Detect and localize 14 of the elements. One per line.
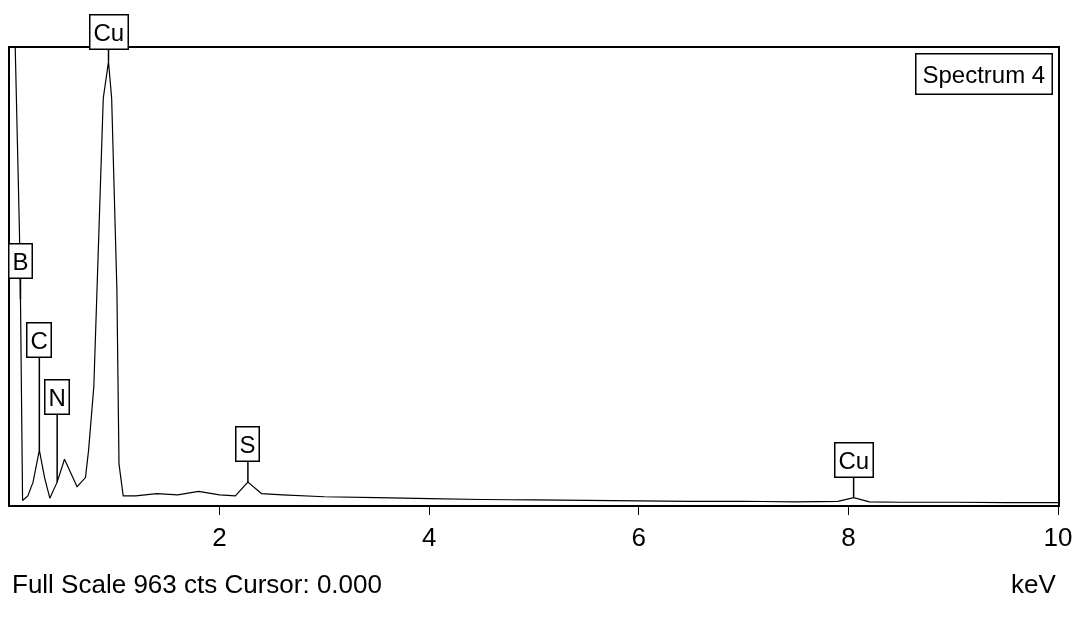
x-tick-label: 4 [421,522,437,553]
annotation: Cu [838,446,870,474]
text: Full Scale 963 cts Cursor: 0.000 [12,569,382,599]
x-tick-label: 2 [212,522,227,553]
annotation: B [12,247,29,275]
annotation: S [239,430,256,458]
x-axis-title: keV [1011,569,1057,599]
annotation: Cu [93,18,125,46]
x-tick-label: 6 [631,522,647,553]
annotation: C [30,326,48,354]
x-tick-label: 8 [841,522,856,553]
x-tick-label: 10 [1043,522,1073,553]
text: Spectrum 4 [922,60,1046,88]
annotation: N [48,383,66,411]
